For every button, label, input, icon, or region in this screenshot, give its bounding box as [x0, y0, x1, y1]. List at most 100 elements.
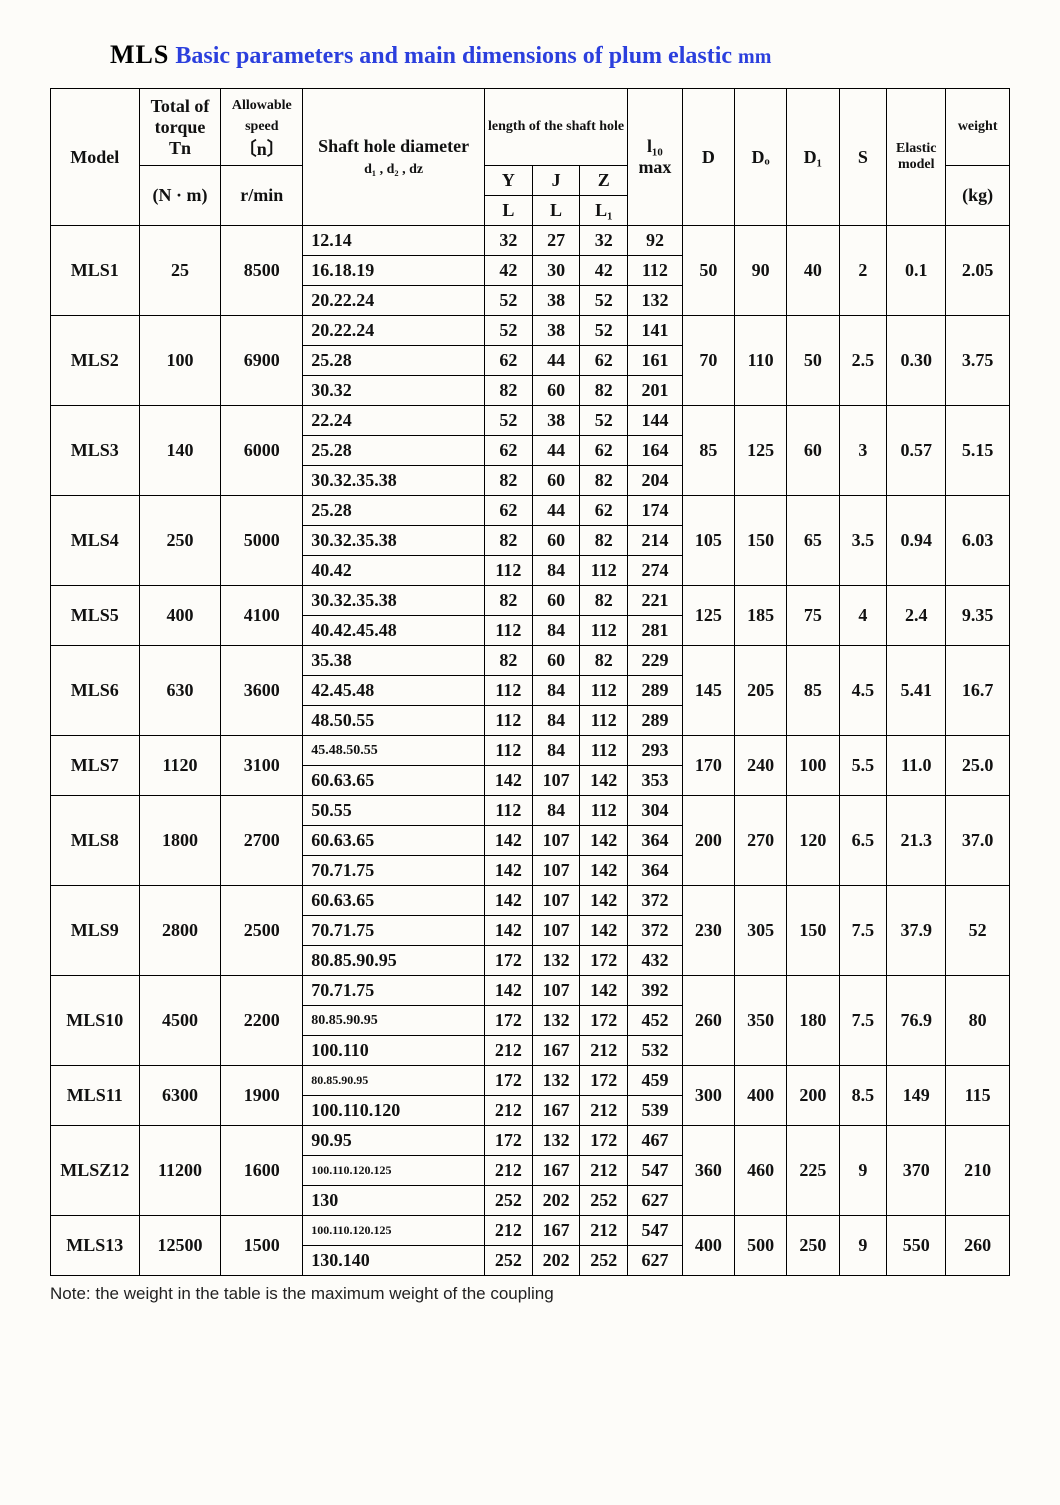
cell-S: 7.5 — [839, 976, 887, 1066]
cell-ZL1: 252 — [580, 1186, 628, 1216]
table-row: MLS81800270050.55112841123042002701206.5… — [51, 796, 1010, 826]
cell-speed: 3600 — [221, 646, 303, 736]
cell-lio: 112 — [628, 256, 683, 286]
cell-model: MLS6 — [51, 646, 140, 736]
cell-torque: 250 — [139, 496, 221, 586]
cell-ZL1: 252 — [580, 1246, 628, 1276]
cell-diameter: 25.28 — [303, 496, 485, 526]
cell-speed: 1500 — [221, 1216, 303, 1276]
cell-diameter: 20.22.24 — [303, 316, 485, 346]
cell-D: 300 — [682, 1066, 734, 1126]
cell-D1: 200 — [787, 1066, 839, 1126]
cell-JL: 44 — [532, 346, 580, 376]
cell-ZL1: 82 — [580, 466, 628, 496]
cell-S: 2 — [839, 226, 887, 316]
cell-elastic: 2.4 — [887, 586, 946, 646]
cell-lio: 547 — [628, 1216, 683, 1246]
cell-torque: 100 — [139, 316, 221, 406]
cell-torque: 400 — [139, 586, 221, 646]
cell-ZL1: 172 — [580, 946, 628, 976]
cell-lio: 229 — [628, 646, 683, 676]
cell-JL: 84 — [532, 736, 580, 766]
cell-D1: 50 — [787, 316, 839, 406]
footnote: Note: the weight in the table is the max… — [50, 1284, 1010, 1304]
cell-weight: 9.35 — [946, 586, 1010, 646]
cell-speed: 1600 — [221, 1126, 303, 1216]
cell-diameter: 16.18.19 — [303, 256, 485, 286]
cell-YL: 42 — [484, 256, 532, 286]
cell-JL: 202 — [532, 1246, 580, 1276]
cell-model: MLS2 — [51, 316, 140, 406]
cell-weight: 6.03 — [946, 496, 1010, 586]
cell-torque: 25 — [139, 226, 221, 316]
cell-ZL1: 172 — [580, 1126, 628, 1156]
cell-D: 85 — [682, 406, 734, 496]
cell-lio: 392 — [628, 976, 683, 1006]
cell-JL: 60 — [532, 376, 580, 406]
cell-lio: 459 — [628, 1066, 683, 1096]
cell-diameter: 30.32 — [303, 376, 485, 406]
table-row: MLS6630360035.38826082229145205854.55.41… — [51, 646, 1010, 676]
cell-YL: 112 — [484, 706, 532, 736]
table-row: MLS5400410030.32.35.38826082221125185754… — [51, 586, 1010, 616]
cell-YL: 142 — [484, 916, 532, 946]
cell-YL: 82 — [484, 646, 532, 676]
cell-diameter: 80.85.90.95 — [303, 946, 485, 976]
cell-JL: 60 — [532, 646, 580, 676]
cell-JL: 167 — [532, 1156, 580, 1186]
cell-YL: 212 — [484, 1216, 532, 1246]
hdr-weight-unit: (kg) — [946, 166, 1010, 226]
cell-lio: 353 — [628, 766, 683, 796]
cell-ZL1: 62 — [580, 346, 628, 376]
cell-model: MLS13 — [51, 1216, 140, 1276]
cell-JL: 167 — [532, 1216, 580, 1246]
cell-JL: 38 — [532, 316, 580, 346]
cell-JL: 44 — [532, 496, 580, 526]
cell-ZL1: 212 — [580, 1216, 628, 1246]
table-row: MLS116300190080.85.90.951721321724593004… — [51, 1066, 1010, 1096]
cell-diameter: 70.71.75 — [303, 976, 485, 1006]
cell-S: 3.5 — [839, 496, 887, 586]
cell-D1: 150 — [787, 886, 839, 976]
cell-S: 8.5 — [839, 1066, 887, 1126]
cell-torque: 1120 — [139, 736, 221, 796]
spec-table: Model Total of torque Tn Allowable speed… — [50, 88, 1010, 1276]
cell-diameter: 70.71.75 — [303, 856, 485, 886]
cell-diameter: 100.110.120.125 — [303, 1216, 485, 1246]
cell-D1: 75 — [787, 586, 839, 646]
cell-D: 50 — [682, 226, 734, 316]
cell-model: MLS8 — [51, 796, 140, 886]
hdr-L-J: L — [532, 196, 580, 226]
cell-JL: 107 — [532, 826, 580, 856]
cell-speed: 5000 — [221, 496, 303, 586]
page-title: MLS Basic parameters and main dimensions… — [50, 40, 1010, 70]
cell-lio: 432 — [628, 946, 683, 976]
cell-JL: 84 — [532, 706, 580, 736]
cell-lio: 364 — [628, 826, 683, 856]
cell-torque: 630 — [139, 646, 221, 736]
cell-speed: 2700 — [221, 796, 303, 886]
hdr-weight: weight — [946, 89, 1010, 166]
hdr-Z: Z — [580, 166, 628, 196]
cell-torque: 11200 — [139, 1126, 221, 1216]
cell-D: 400 — [682, 1216, 734, 1276]
cell-diameter: 35.38 — [303, 646, 485, 676]
cell-Do: 240 — [734, 736, 786, 796]
cell-diameter: 100.110 — [303, 1036, 485, 1066]
cell-ZL1: 82 — [580, 526, 628, 556]
cell-ZL1: 212 — [580, 1156, 628, 1186]
cell-ZL1: 52 — [580, 316, 628, 346]
cell-model: MLS5 — [51, 586, 140, 646]
table-row: MLS92800250060.63.6514210714237223030515… — [51, 886, 1010, 916]
cell-S: 9 — [839, 1126, 887, 1216]
cell-S: 5.5 — [839, 736, 887, 796]
cell-lio: 627 — [628, 1186, 683, 1216]
hdr-L-Y: L — [484, 196, 532, 226]
cell-diameter: 60.63.65 — [303, 886, 485, 916]
cell-lio: 289 — [628, 676, 683, 706]
cell-elastic: 5.41 — [887, 646, 946, 736]
table-header: Model Total of torque Tn Allowable speed… — [51, 89, 1010, 226]
cell-ZL1: 112 — [580, 616, 628, 646]
cell-weight: 2.05 — [946, 226, 1010, 316]
cell-YL: 142 — [484, 976, 532, 1006]
